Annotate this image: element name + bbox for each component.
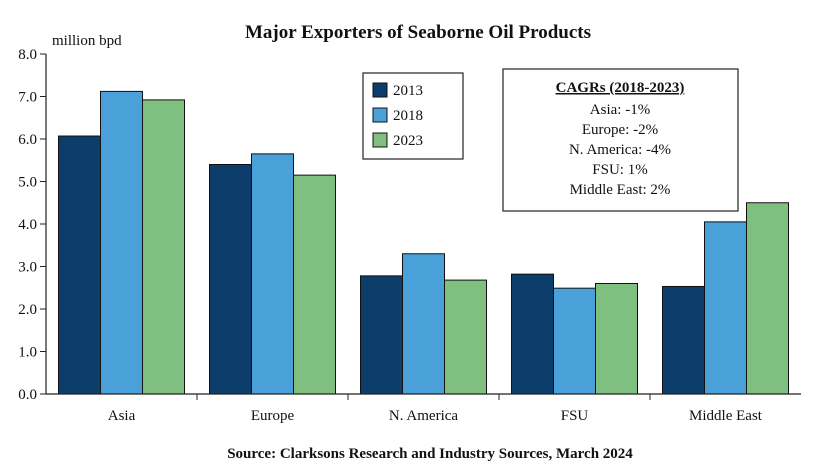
y-axis-unit-label: million bpd (52, 33, 122, 49)
y-tick-label: 1.0 (18, 345, 37, 361)
y-tick-label: 7.0 (18, 90, 37, 106)
cagr-line-n-america: N. America: -4% (569, 142, 671, 158)
legend-swatch-2018 (372, 107, 388, 123)
bar-2013-n-america (360, 275, 403, 395)
x-category-label: Middle East (689, 408, 763, 424)
x-category-label: FSU (561, 408, 589, 424)
cagr-line-europe: Europe: -2% (582, 122, 658, 138)
x-category-label: N. America (389, 408, 458, 424)
legend-swatch-2023 (372, 132, 388, 148)
cagr-line-asia: Asia: -1% (590, 102, 650, 118)
bar-2018-n-america (402, 253, 445, 395)
bar-2023-asia (142, 99, 185, 395)
cagr-line-middle-east: Middle East: 2% (570, 182, 671, 198)
y-tick-label: 3.0 (18, 260, 37, 276)
legend-swatch-2013 (372, 82, 388, 98)
bar-2018-asia (100, 90, 143, 395)
legend: 2013 2018 2023 (362, 72, 464, 160)
y-tick-label: 4.0 (18, 217, 37, 233)
legend-label-2018: 2018 (393, 108, 423, 124)
cagr-box-title: CAGRs (2018-2023) (556, 80, 685, 96)
source-note: Source: Clarksons Research and Industry … (227, 446, 633, 462)
y-tick-label: 6.0 (18, 132, 37, 148)
y-tick-label: 5.0 (18, 175, 37, 191)
bar-2013-middle-east (662, 285, 705, 395)
legend-label-2013: 2013 (393, 83, 423, 99)
bar-2023-n-america (444, 279, 487, 395)
x-category-label: Asia (108, 408, 136, 424)
chart-title: Major Exporters of Seaborne Oil Products (245, 22, 591, 43)
y-tick-label: 8.0 (18, 47, 37, 63)
bar-2013-fsu (511, 273, 554, 395)
y-tick-label: 2.0 (18, 302, 37, 318)
cagr-box-frame (502, 68, 739, 212)
cagr-annotation-box: CAGRs (2018-2023) Asia: -1% Europe: -2% … (502, 68, 739, 212)
bar-2013-asia (58, 135, 101, 395)
bar-2023-europe (293, 174, 336, 395)
bar-2018-fsu (553, 287, 596, 395)
bar-2013-europe (209, 164, 252, 395)
bar-2023-middle-east (746, 202, 789, 395)
plot-area: 0.0 1.0 2.0 3.0 4.0 5.0 6.0 7.0 8.0 Asia Europe N. … (18, 47, 801, 424)
bar-2018-middle-east (704, 221, 747, 395)
bar-2023-fsu (595, 283, 638, 395)
y-tick-label: 0.0 (18, 387, 37, 403)
x-category-label: Europe (251, 408, 295, 424)
cagr-line-fsu: FSU: 1% (592, 162, 647, 178)
legend-label-2023: 2023 (393, 133, 423, 149)
bar-2018-europe (251, 153, 294, 395)
